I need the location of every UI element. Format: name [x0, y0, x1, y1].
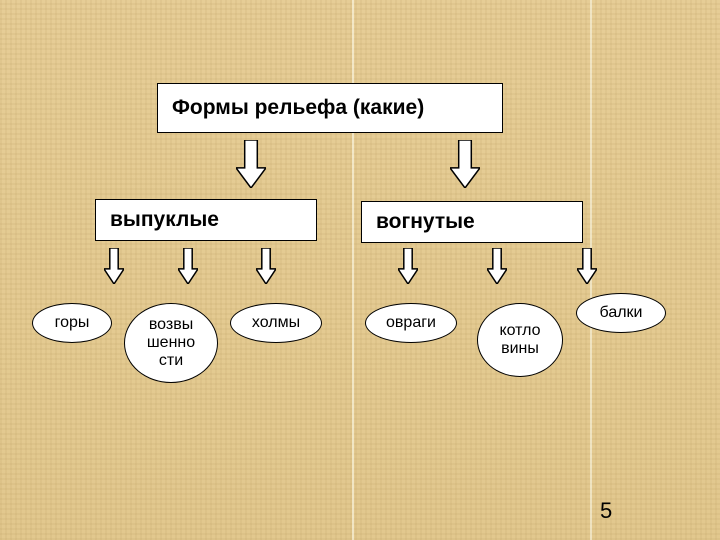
leaf-label: балки	[600, 304, 643, 322]
root-arrow-2	[450, 140, 480, 188]
root-box: Формы рельефа (какие)	[157, 83, 503, 133]
branch-left-arrow-2	[178, 248, 198, 284]
slide-canvas: Формы рельефа (какие) выпуклые горы возв…	[0, 0, 720, 540]
branch-right-arrow-3	[577, 248, 597, 284]
page-number: 5	[600, 498, 612, 524]
root-arrow-1	[236, 140, 266, 188]
leaf-label: овраги	[386, 314, 436, 332]
leaf-kotloviny: котловины	[477, 303, 563, 377]
branch-right-arrow-2	[487, 248, 507, 284]
leaf-label: возвышенности	[147, 316, 195, 370]
branch-left-arrow-3	[256, 248, 276, 284]
branch-left-arrow-1	[104, 248, 124, 284]
leaf-label: холмы	[252, 314, 300, 332]
root-label: Формы рельефа (какие)	[172, 96, 424, 120]
branch-left-label: выпуклые	[110, 208, 219, 232]
leaf-label: горы	[55, 314, 90, 332]
branch-box-left: выпуклые	[95, 199, 317, 241]
leaf-vozvyshennosti: возвышенности	[124, 303, 218, 383]
leaf-label: котловины	[499, 322, 540, 358]
bg-vertical-line-1	[352, 0, 354, 540]
branch-right-label: вогнутые	[376, 210, 475, 234]
leaf-holmy: холмы	[230, 303, 322, 343]
branch-box-right: вогнутые	[361, 201, 583, 243]
leaf-balki: балки	[576, 293, 666, 333]
leaf-gory: горы	[32, 303, 112, 343]
leaf-ovragi: овраги	[365, 303, 457, 343]
branch-right-arrow-1	[398, 248, 418, 284]
